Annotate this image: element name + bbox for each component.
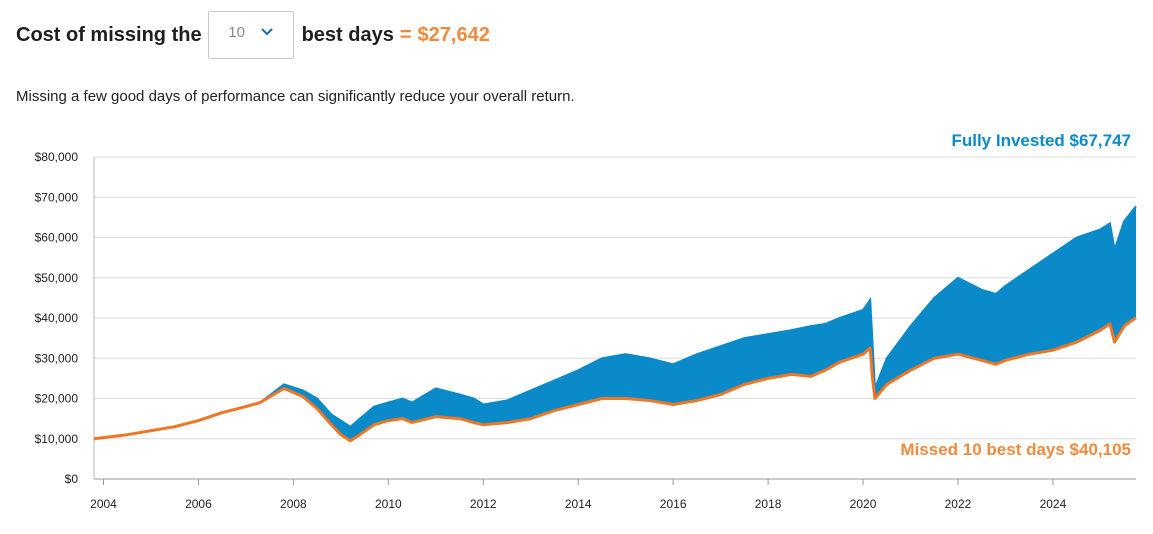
- fully-invested-area: [94, 206, 1136, 441]
- fully-invested-line: [93, 205, 1137, 440]
- cost-value: $27,642: [417, 23, 490, 46]
- x-tick-label: 2018: [755, 497, 782, 511]
- x-tick-label: 2016: [660, 497, 687, 511]
- x-tick-label: 2014: [565, 497, 592, 511]
- y-tick-label: $20,000: [35, 392, 79, 406]
- x-tick-label: 2024: [1040, 497, 1067, 511]
- x-tick-label: 2008: [280, 497, 307, 511]
- y-tick-label: $30,000: [35, 351, 79, 365]
- headline: Cost of missing the 10 best days = $27,6…: [16, 10, 490, 60]
- headline-suffix: best days: [301, 23, 394, 46]
- x-axis-ticks: 2004 2006 2008 2010 2012 2014 2016 2018 2020 2022…: [90, 479, 1067, 511]
- x-tick-label: 2010: [375, 497, 402, 511]
- x-tick-label: 2020: [850, 497, 877, 511]
- headline-prefix: Cost of missing the: [16, 23, 202, 46]
- best-days-select-value: 10: [228, 23, 245, 41]
- y-tick-label: $70,000: [35, 190, 79, 204]
- chevron-down-icon: [261, 28, 273, 35]
- x-tick-label: 2012: [470, 497, 497, 511]
- performance-chart: $0 $10,000 $20,000 $30,000 $40,000 $50,000 $60…: [35, 131, 1137, 511]
- subtitle: Missing a few good days of performance c…: [16, 88, 575, 105]
- y-axis-ticks: $0 $10,000 $20,000 $30,000 $40,000 $50,000 $60…: [35, 150, 79, 486]
- fully-invested-label: Fully Invested $67,747: [951, 131, 1131, 150]
- missed-days-line: [93, 316, 1137, 443]
- equals-sign: =: [399, 23, 412, 46]
- best-days-select[interactable]: 10: [207, 11, 294, 59]
- missed-days-label: Missed 10 best days $40,105: [900, 440, 1131, 459]
- y-tick-label: $0: [65, 472, 79, 486]
- y-tick-label: $50,000: [35, 271, 79, 285]
- y-tick-label: $80,000: [35, 150, 79, 164]
- y-tick-label: $60,000: [35, 231, 79, 245]
- y-tick-label: $40,000: [35, 311, 79, 325]
- x-tick-label: 2004: [90, 497, 117, 511]
- x-tick-label: 2006: [185, 497, 212, 511]
- y-tick-label: $10,000: [35, 432, 79, 446]
- x-tick-label: 2022: [945, 497, 972, 511]
